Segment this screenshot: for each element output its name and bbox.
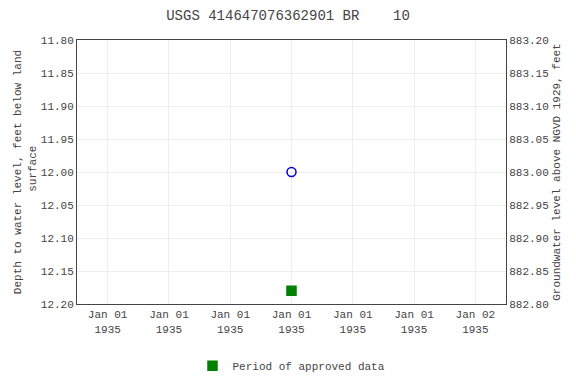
svg-text:Period of approved data: Period of approved data	[233, 361, 385, 373]
svg-text:882.90: 882.90	[509, 233, 549, 245]
svg-text:Jan 011935: Jan 011935	[88, 309, 128, 335]
svg-text:883.05: 883.05	[509, 134, 549, 146]
svg-text:882.95: 882.95	[509, 200, 549, 212]
svg-text:Groundwater level above NGVD 1: Groundwater level above NGVD 1929, feet	[551, 43, 563, 300]
svg-text:11.90: 11.90	[41, 101, 74, 113]
svg-text:12.00: 12.00	[41, 167, 74, 179]
svg-text:Jan 021935: Jan 021935	[456, 309, 496, 335]
svg-text:883.00: 883.00	[509, 167, 549, 179]
svg-text:12.15: 12.15	[41, 266, 74, 278]
svg-text:12.05: 12.05	[41, 200, 74, 212]
svg-text:11.85: 11.85	[41, 68, 74, 80]
svg-text:Jan 011935: Jan 011935	[272, 309, 312, 335]
svg-text:Jan 011935: Jan 011935	[333, 309, 373, 335]
svg-text:Jan 011935: Jan 011935	[394, 309, 434, 335]
svg-text:882.80: 882.80	[509, 299, 549, 311]
svg-text:Jan 011935: Jan 011935	[210, 309, 250, 335]
svg-text:Depth to water level, feet bel: Depth to water level, feet below land su…	[12, 50, 38, 294]
svg-text:883.20: 883.20	[509, 35, 549, 47]
svg-text:882.85: 882.85	[509, 266, 549, 278]
svg-text:11.95: 11.95	[41, 134, 74, 146]
svg-text:Jan 011935: Jan 011935	[149, 309, 189, 335]
svg-text:USGS 414647076362901 BR 10: USGS 414647076362901 BR 10	[166, 8, 410, 24]
svg-text:883.15: 883.15	[509, 68, 549, 80]
svg-text:11.80: 11.80	[41, 35, 74, 47]
svg-text:883.10: 883.10	[509, 101, 549, 113]
svg-text:12.20: 12.20	[41, 299, 74, 311]
svg-text:12.10: 12.10	[41, 233, 74, 245]
